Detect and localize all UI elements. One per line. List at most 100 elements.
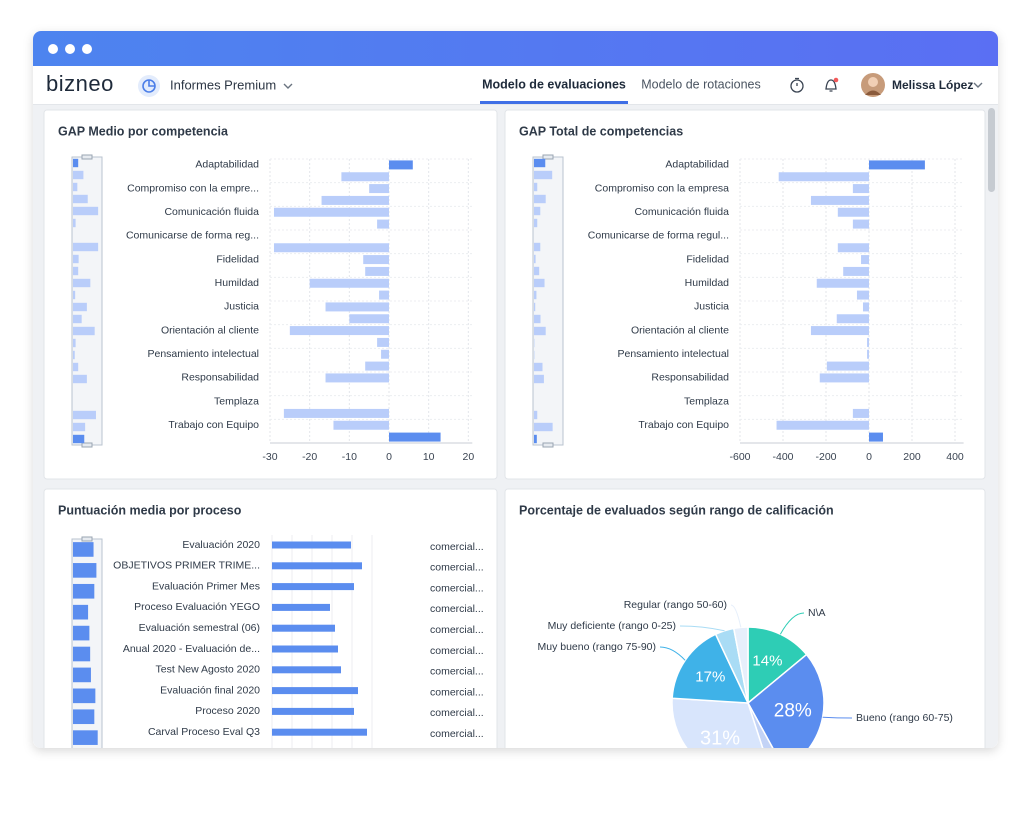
minimap-bar [534, 422, 553, 432]
category-label: Carval Proceso Eval Q3 [148, 726, 260, 738]
minimap-bar [73, 583, 95, 599]
row-label: comercial... [430, 541, 484, 553]
menu-label[interactable]: Informes Premium [170, 77, 276, 92]
bell-icon[interactable] [825, 79, 837, 92]
minimap-bar [73, 604, 89, 620]
category-label: Evaluación Primer Mes [152, 580, 260, 592]
minimap-bar [534, 218, 538, 228]
panel-title: Porcentaje de evaluados según rango de c… [519, 503, 834, 517]
row-label: comercial... [430, 728, 484, 740]
category-label: Humildad [685, 277, 730, 289]
bar [856, 290, 869, 300]
minimap-handle [81, 536, 93, 542]
window-dot [48, 44, 58, 54]
leader-line [679, 625, 725, 632]
minimap-bar [73, 170, 84, 180]
bar [272, 645, 338, 653]
pie-slice [747, 653, 825, 748]
bar [852, 184, 869, 194]
bar [837, 207, 869, 217]
category-label: Pensamiento intelectual [618, 348, 730, 360]
logo[interactable]: bizneo [46, 71, 114, 96]
bar [377, 219, 389, 229]
nav-bar [33, 66, 998, 105]
minimap-bar [73, 410, 96, 420]
category-label: Comunicación fluida [634, 206, 729, 218]
bar [389, 160, 413, 170]
category-label: Responsabilidad [181, 372, 259, 384]
minimap-bar [73, 625, 90, 641]
bar [826, 361, 869, 371]
bar [365, 361, 389, 371]
minimap-bar [534, 434, 537, 444]
minimap-bar [534, 158, 546, 168]
title-bar [33, 31, 998, 66]
row-label: comercial... [430, 624, 484, 636]
bar [341, 172, 389, 182]
minimap-bar [534, 362, 543, 372]
category-label: OBJETIVOS PRIMER TRIME... [113, 560, 260, 572]
bar [810, 195, 869, 205]
bar [325, 302, 389, 312]
category-label: Evaluación final 2020 [160, 684, 260, 696]
bar [819, 373, 869, 383]
tab[interactable]: Modelo de rotaciones [641, 77, 761, 91]
leader-line [659, 646, 686, 661]
bar [289, 326, 389, 336]
panel [43, 488, 498, 748]
category-label: Responsabilidad [651, 372, 729, 384]
minimap-bar [534, 374, 544, 384]
slice-label: Bueno (rango 60-75) [856, 712, 953, 724]
slice-label: Muy deficiente (rango 0-25) [548, 620, 676, 632]
category-label: Adaptabilidad [665, 159, 729, 171]
scrollbar[interactable] [988, 108, 995, 192]
category-label: Comunicarse de forma regul... [588, 230, 729, 242]
minimap-bar [73, 254, 79, 264]
bar [369, 184, 389, 194]
bar [272, 603, 330, 611]
row-label: comercial... [430, 666, 484, 678]
bar [272, 583, 354, 591]
row-label: comercial... [430, 707, 484, 719]
bar [273, 243, 389, 253]
menu-chevron[interactable] [283, 83, 293, 89]
bar [272, 687, 358, 695]
x-tick-label: -600 [729, 451, 750, 463]
x-tick-label: -30 [262, 451, 277, 463]
slice-label: Regular (rango 50-60) [624, 599, 727, 611]
bar [381, 349, 389, 359]
minimap-bar [73, 374, 87, 384]
category-label: Comunicarse de forma reg... [126, 230, 259, 242]
pie-slice [671, 697, 773, 748]
bell-badge [833, 77, 839, 83]
user-name[interactable]: Melissa López [892, 78, 973, 92]
leader-line [822, 716, 853, 719]
minimap-handle [81, 442, 93, 448]
category-label: Proceso Evaluación YEGO [134, 601, 260, 613]
minimap-handle [81, 154, 93, 160]
minimap-bar [73, 242, 99, 252]
pie: 14% N\A 28% Bueno (rango 60-75) 31% 17% Muy bu… [538, 599, 953, 748]
category-label: Trabajo con Equipo [638, 419, 729, 431]
minimap-bar [73, 278, 91, 288]
minimap-bar [73, 206, 99, 216]
bar [349, 314, 389, 324]
user-chevron[interactable] [973, 82, 983, 88]
row-label: comercial... [430, 645, 484, 657]
tab[interactable]: Modelo de evaluaciones [482, 77, 626, 91]
bar [389, 432, 441, 442]
minimap-bar [73, 314, 82, 324]
panel-title: Puntuación media por proceso [58, 503, 242, 517]
bar [776, 420, 869, 430]
category-label: Justicia [694, 301, 729, 313]
minimap-bar [534, 410, 538, 420]
category-label: Proceso 2020 [195, 705, 260, 717]
bar [852, 408, 869, 418]
timer-icon[interactable] [790, 79, 804, 93]
minimap-bar [73, 350, 75, 360]
bar [379, 290, 389, 300]
minimap-bar [73, 302, 87, 312]
minimap-bar [73, 326, 95, 336]
leader-line [730, 604, 742, 628]
